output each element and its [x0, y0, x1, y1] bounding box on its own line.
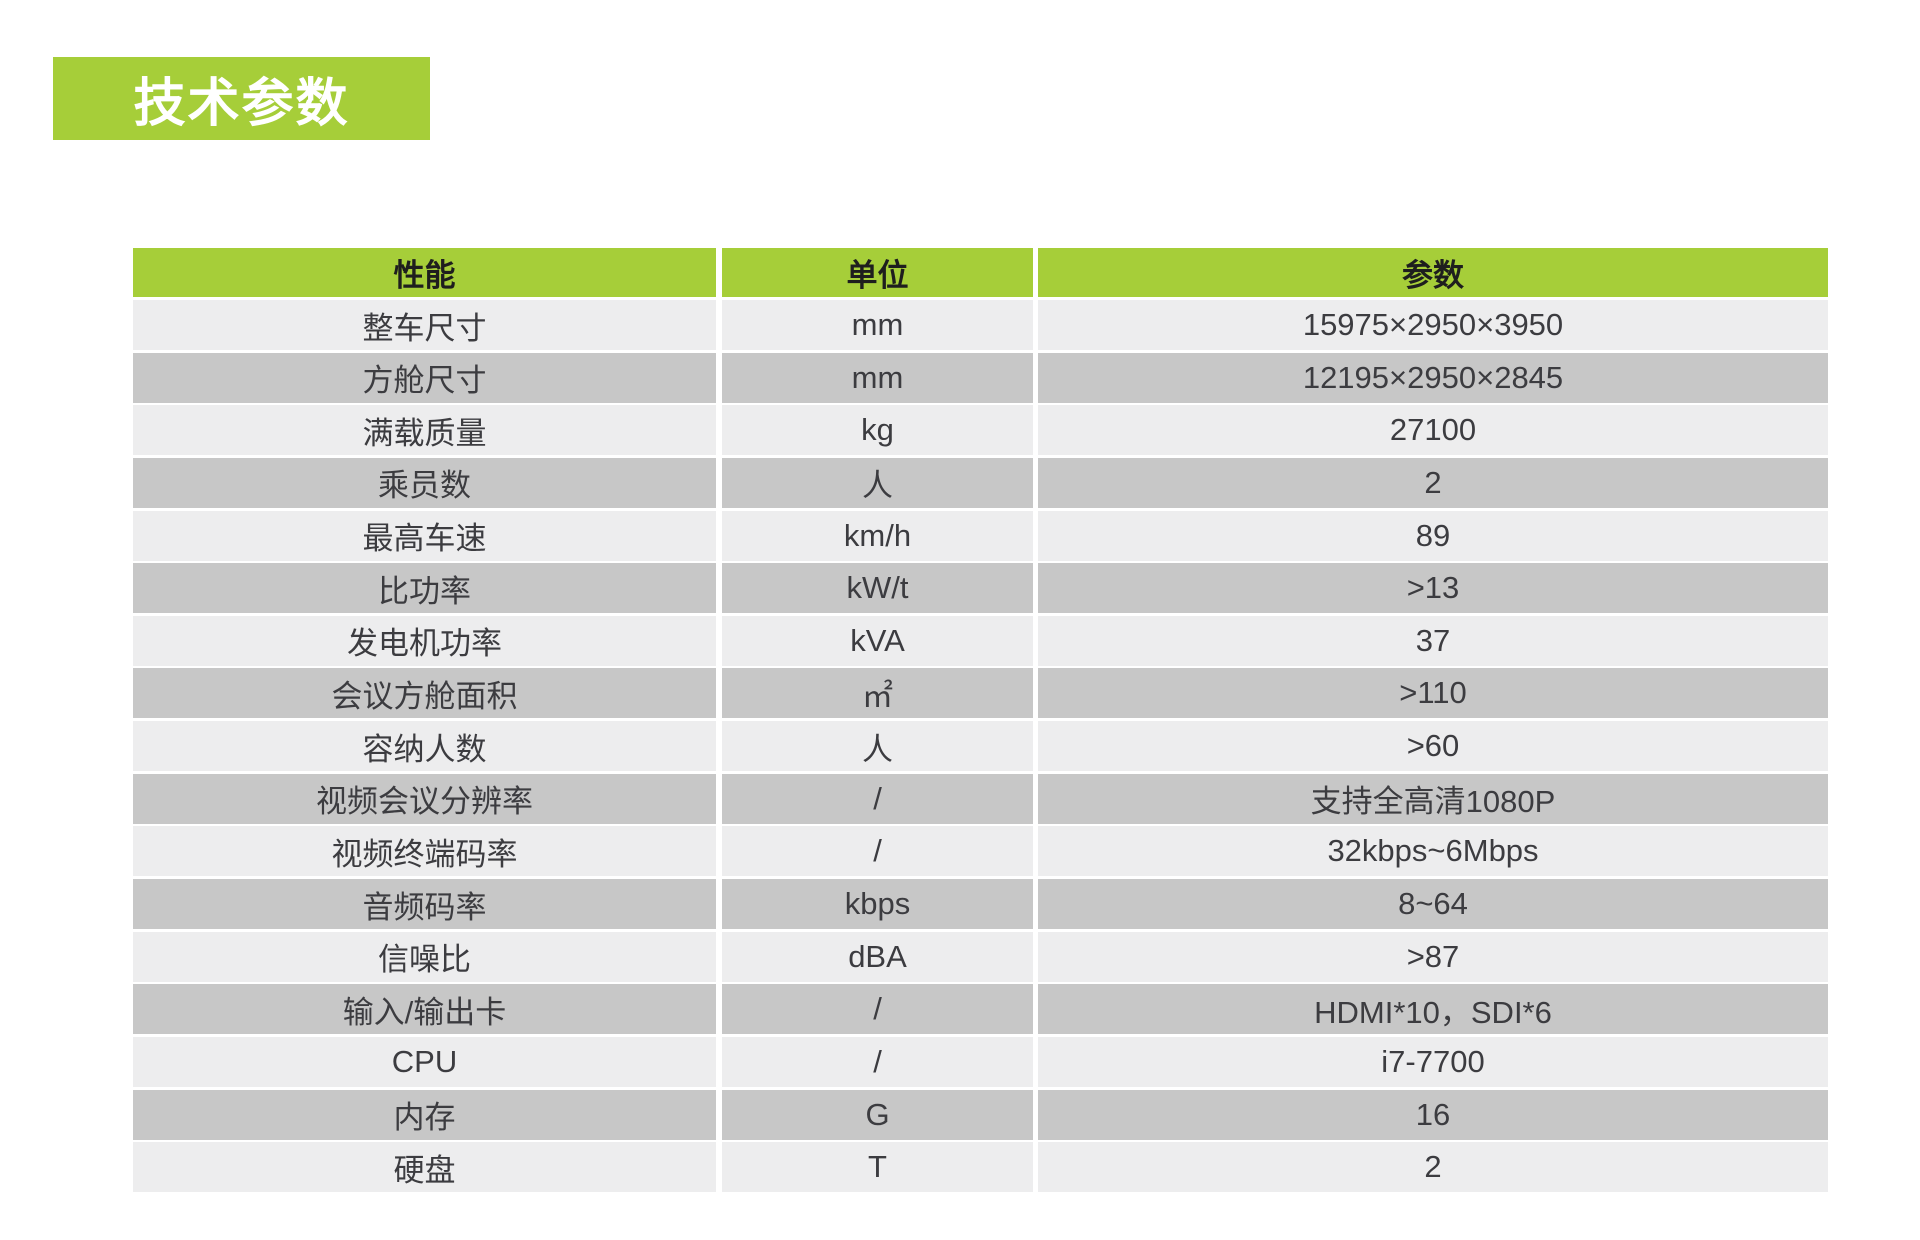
- performance-cell: 音频码率: [133, 879, 716, 930]
- table-row: CPU / i7-7700: [133, 1036, 1828, 1087]
- unit-cell: kVA: [722, 615, 1033, 666]
- unit-cell: ㎡: [722, 668, 1033, 719]
- performance-cell: 最高车速: [133, 510, 716, 561]
- table-row: 方舱尺寸 mm 12195×2950×2845: [133, 352, 1828, 403]
- performance-cell: 视频终端码率: [133, 826, 716, 877]
- performance-cell: 硬盘: [133, 1142, 716, 1193]
- value-cell: 8~64: [1038, 879, 1828, 930]
- unit-cell: 人: [722, 721, 1033, 772]
- unit-cell: dBA: [722, 931, 1033, 982]
- value-cell: 12195×2950×2845: [1038, 352, 1828, 403]
- unit-cell: /: [722, 1036, 1033, 1087]
- table-row: 信噪比 dBA >87: [133, 931, 1828, 982]
- unit-cell: kbps: [722, 879, 1033, 930]
- value-cell: 15975×2950×3950: [1038, 300, 1828, 350]
- table-header-row: 性能 单位 参数: [133, 248, 1828, 297]
- performance-cell: 比功率: [133, 563, 716, 614]
- table-row: 音频码率 kbps 8~64: [133, 879, 1828, 930]
- table-row: 整车尺寸 mm 15975×2950×3950: [133, 300, 1828, 350]
- unit-cell: G: [722, 1089, 1033, 1140]
- header-cell-parameter: 参数: [1038, 248, 1828, 297]
- header-cell-performance: 性能: [133, 248, 716, 297]
- table-row: 输入/输出卡 / HDMI*10，SDI*6: [133, 984, 1828, 1035]
- unit-cell: kg: [722, 405, 1033, 456]
- performance-cell: 视频会议分辨率: [133, 773, 716, 824]
- value-cell: i7-7700: [1038, 1036, 1828, 1087]
- value-cell: 16: [1038, 1089, 1828, 1140]
- table-row: 发电机功率 kVA 37: [133, 615, 1828, 666]
- unit-cell: /: [722, 826, 1033, 877]
- unit-cell: mm: [722, 300, 1033, 350]
- unit-cell: T: [722, 1142, 1033, 1193]
- spec-table: 性能 单位 参数 整车尺寸 mm 15975×2950×3950 方舱尺寸 mm 1219…: [133, 248, 1828, 1193]
- value-cell: 支持全高清1080P: [1038, 773, 1828, 824]
- table-row: 比功率 kW/t >13: [133, 563, 1828, 614]
- value-cell: >110: [1038, 668, 1828, 719]
- header-cell-unit: 单位: [722, 248, 1033, 297]
- unit-cell: km/h: [722, 510, 1033, 561]
- performance-cell: 输入/输出卡: [133, 984, 716, 1035]
- table-row: 最高车速 km/h 89: [133, 510, 1828, 561]
- table-row: 乘员数人 2: [133, 457, 1828, 508]
- performance-cell: 信噪比: [133, 931, 716, 982]
- performance-cell: 乘员数: [133, 457, 716, 508]
- performance-cell: 满载质量: [133, 405, 716, 456]
- value-cell: 37: [1038, 615, 1828, 666]
- page-title: 技术参数: [133, 75, 350, 133]
- page-title-badge: 技术参数: [53, 57, 430, 140]
- value-cell: 2: [1038, 457, 1828, 508]
- unit-cell: /: [722, 984, 1033, 1035]
- table-row: 视频终端码率/32kbps~6Mbps: [133, 826, 1828, 877]
- table-row: 容纳人数人 >60: [133, 721, 1828, 772]
- performance-cell: 方舱尺寸: [133, 352, 716, 403]
- performance-cell: 发电机功率: [133, 615, 716, 666]
- value-cell: 27100: [1038, 405, 1828, 456]
- table-row: 满载质量 kg 27100: [133, 405, 1828, 456]
- unit-cell: kW/t: [722, 563, 1033, 614]
- unit-cell: mm: [722, 352, 1033, 403]
- table-row: 内存 G 16: [133, 1089, 1828, 1140]
- value-cell: >13: [1038, 563, 1828, 614]
- performance-cell: 内存: [133, 1089, 716, 1140]
- unit-cell: /: [722, 773, 1033, 824]
- value-cell: >87: [1038, 931, 1828, 982]
- value-cell: HDMI*10，SDI*6: [1038, 984, 1828, 1035]
- value-cell: 32kbps~6Mbps: [1038, 826, 1828, 877]
- table-body: 整车尺寸 mm 15975×2950×3950 方舱尺寸 mm 12195×2950×28…: [133, 300, 1828, 1193]
- table-row: 硬盘 T 2: [133, 1142, 1828, 1193]
- unit-cell: 人: [722, 457, 1033, 508]
- performance-cell: CPU: [133, 1036, 716, 1087]
- value-cell: 2: [1038, 1142, 1828, 1193]
- performance-cell: 会议方舱面积: [133, 668, 716, 719]
- value-cell: >60: [1038, 721, 1828, 772]
- value-cell: 89: [1038, 510, 1828, 561]
- table-row: 视频会议分辨率 / 支持全高清1080P: [133, 773, 1828, 824]
- performance-cell: 整车尺寸: [133, 300, 716, 350]
- performance-cell: 容纳人数: [133, 721, 716, 772]
